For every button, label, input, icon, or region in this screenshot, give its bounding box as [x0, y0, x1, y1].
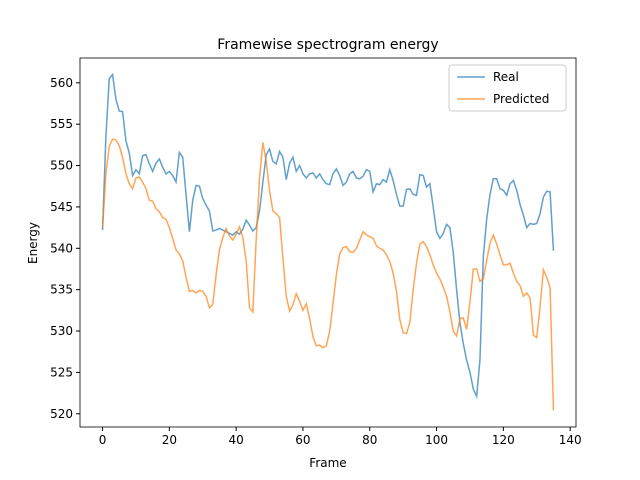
x-tick-label: 60: [295, 433, 310, 447]
line-series: [101, 72, 555, 400]
legend-label: Real: [493, 70, 519, 84]
y-tick-label: 535: [50, 283, 73, 297]
y-tick-label: 520: [50, 407, 73, 421]
y-tick-label: 545: [50, 200, 73, 214]
y-tick-label: 555: [50, 117, 73, 131]
y-tick-label: 525: [50, 365, 73, 379]
y-axis-label: Energy: [26, 222, 40, 264]
chart-title: Framewise spectrogram energy: [217, 37, 438, 53]
legend-label: Predicted: [493, 92, 549, 106]
x-tick-label: 20: [162, 433, 177, 447]
x-axis-label: Frame: [309, 456, 346, 470]
x-tick-label: 40: [229, 433, 244, 447]
y-tick-label: 550: [50, 159, 73, 173]
x-tick-label: 80: [362, 433, 377, 447]
y-tick-label: 530: [50, 324, 73, 338]
y-tick-label: 540: [50, 241, 73, 255]
line-series: [101, 138, 555, 411]
x-tick-label: 140: [559, 433, 582, 447]
x-tick-label: 0: [99, 433, 107, 447]
y-tick-label: 560: [50, 76, 73, 90]
plot-frame: [79, 57, 577, 428]
x-tick-label: 120: [492, 433, 515, 447]
x-tick-label: 100: [425, 433, 448, 447]
